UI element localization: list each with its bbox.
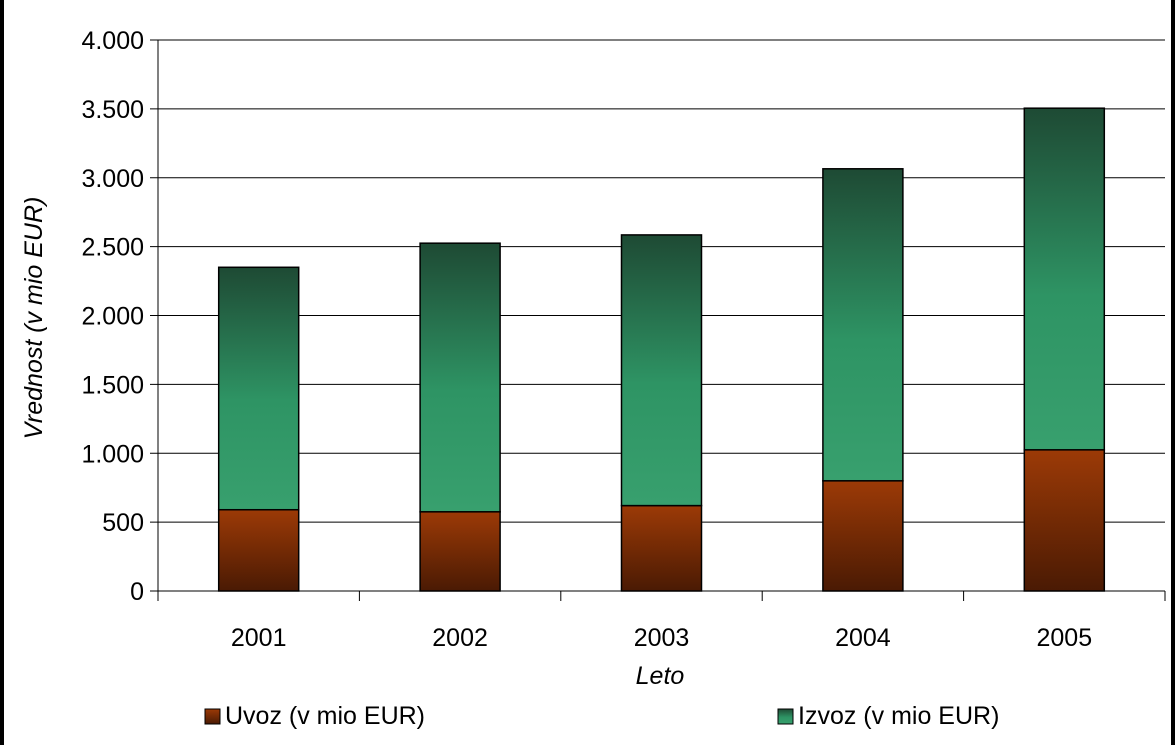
bar-izvoz-2005 [1023, 107, 1106, 451]
y-tick-label: 0 [130, 578, 144, 606]
legend: Uvoz (v mio EUR) Izvoz (v mio EUR) [204, 702, 999, 730]
y-tick-label: 4.000 [81, 27, 144, 55]
bars-layer [217, 107, 1106, 592]
bar-izvoz-2003 [620, 234, 703, 507]
bar-izvoz-2001 [217, 266, 300, 511]
x-tick-label: 2003 [634, 624, 690, 652]
bar-uvoz-2004 [822, 480, 904, 592]
bar-uvoz-2005 [1023, 449, 1106, 592]
x-axis-title: Leto [636, 662, 685, 690]
y-tick-label: 1.500 [81, 371, 144, 399]
y-tick-label: 2.500 [81, 234, 144, 262]
legend-label: Uvoz (v mio EUR) [225, 702, 425, 730]
axis-layer: 0 500 1.000 1.500 2.000 2.500 3.000 3.500 4.000 2… [81, 27, 1166, 652]
bar-uvoz-2002 [419, 511, 501, 592]
bar-izvoz-2004 [822, 168, 904, 482]
y-tick-label: 3.000 [81, 165, 144, 193]
legend-label: Izvoz (v mio EUR) [798, 702, 999, 730]
bar-uvoz-2001 [217, 508, 300, 592]
y-tick-label: 3.500 [81, 96, 144, 124]
bar-izvoz-2002 [419, 242, 501, 513]
bar-uvoz-2003 [620, 504, 703, 592]
x-tick-label: 2004 [835, 624, 891, 652]
y-tick-label: 1.000 [81, 440, 144, 468]
legend-swatch [204, 708, 221, 725]
legend-swatch [777, 708, 794, 725]
y-tick-label: 2.000 [81, 303, 144, 331]
x-tick-label: 2001 [231, 624, 287, 652]
y-axis-title: Vrednost (v mio EUR) [20, 197, 48, 440]
y-tick-label: 500 [102, 509, 144, 537]
x-tick-label: 2005 [1036, 624, 1092, 652]
x-tick-label: 2002 [432, 624, 488, 652]
